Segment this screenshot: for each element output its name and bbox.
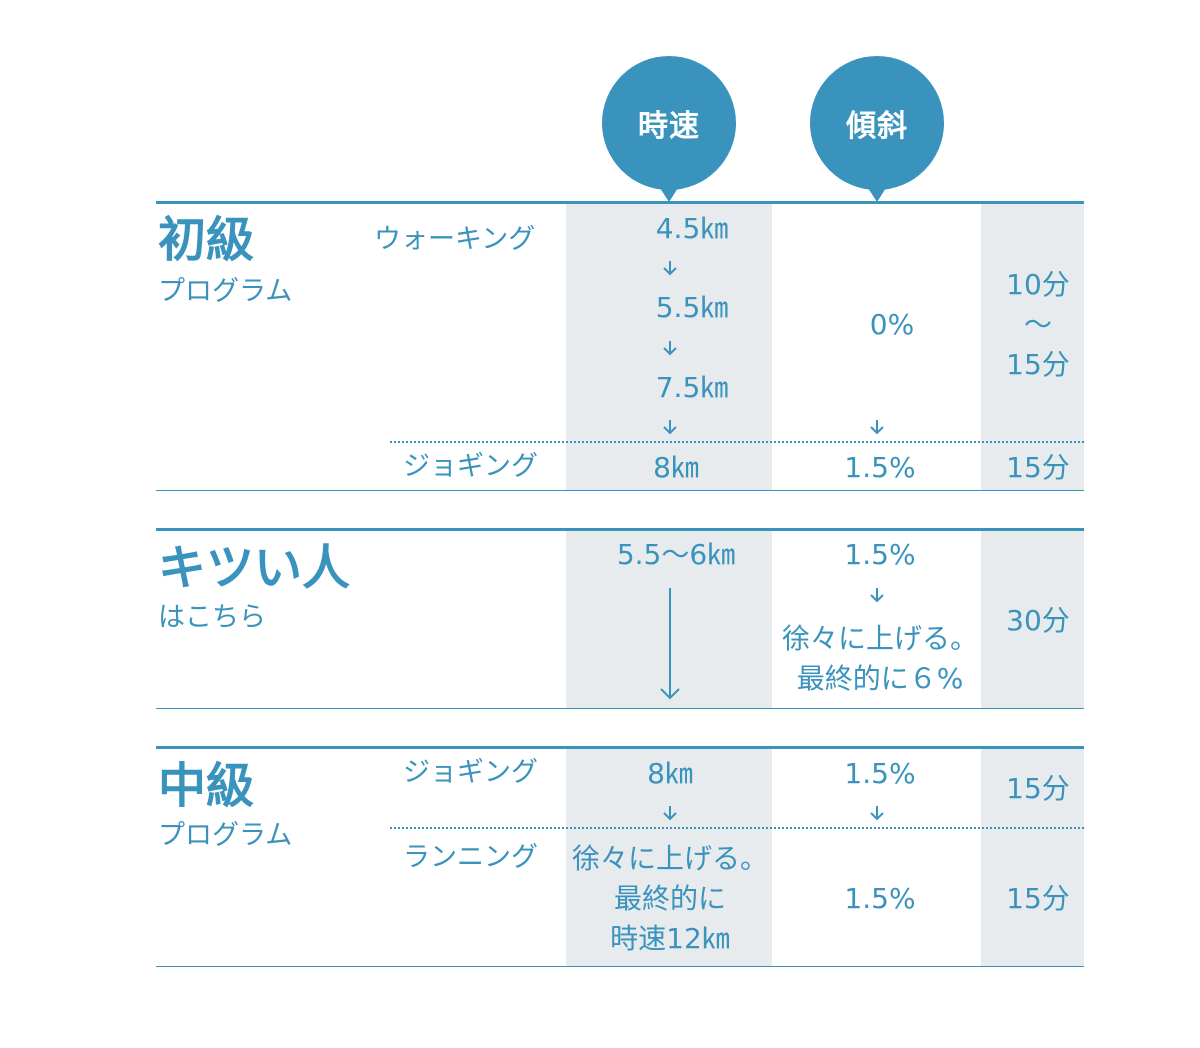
intermediate-jogging-speed: 8㎞ [647, 757, 693, 790]
walking-label: ウォーキング [374, 224, 536, 255]
incline-header-label: 傾斜 [846, 109, 908, 144]
beginner-bottom-rule [156, 490, 1084, 491]
running-time: 15分 [1006, 882, 1070, 915]
walking-time: 10分 〜 15分 [1006, 268, 1070, 381]
hard-time: 30分 [1006, 604, 1070, 637]
bubble-pointer [660, 188, 678, 202]
long-down-arrow-icon [660, 588, 680, 700]
time-column-shade-beginner [981, 204, 1084, 491]
beginner-subtitle: プログラム [158, 276, 293, 307]
walking-incline: 0% [869, 308, 915, 341]
hard-title: キツい人 [158, 540, 351, 596]
beginner-row-divider [390, 441, 1084, 443]
down-arrow-icon [870, 806, 884, 821]
down-arrow-icon [663, 806, 677, 821]
hard-subtitle: はこちら [158, 602, 266, 633]
time-column-shade-intermediate [981, 749, 1084, 967]
beginner-jogging-time: 15分 [1006, 451, 1070, 484]
time-column-shade-hard [981, 531, 1084, 709]
beginner-title: 初級 [158, 212, 255, 268]
down-arrow-icon [663, 420, 677, 435]
beginner-jogging-speed: 8㎞ [653, 451, 699, 484]
hard-incline-start: 1.5% [844, 538, 916, 571]
intermediate-title: 中級 [158, 758, 255, 814]
intermediate-jogging-label: ジョギング [403, 757, 538, 788]
intermediate-top-rule [156, 746, 1084, 749]
beginner-jogging-incline: 1.5% [844, 451, 916, 484]
down-arrow-icon [663, 341, 677, 356]
down-arrow-icon [870, 588, 884, 603]
incline-header-bubble: 傾斜 [810, 56, 944, 202]
hard-bottom-rule [156, 708, 1084, 709]
speed-header-bubble: 時速 [602, 56, 736, 202]
intermediate-jogging-time: 15分 [1006, 772, 1070, 805]
running-incline: 1.5% [844, 882, 916, 915]
intermediate-subtitle: プログラム [158, 820, 293, 851]
beginner-top-rule [156, 201, 1084, 204]
hard-top-rule [156, 528, 1084, 531]
hard-incline-note: 徐々に上げる。 最終的に６% [781, 622, 979, 695]
speed-header-label: 時速 [638, 109, 700, 144]
walking-speed-2: 5.5㎞ [655, 291, 729, 324]
running-label: ランニング [403, 842, 538, 873]
intermediate-row-divider [390, 827, 1084, 829]
speed-column-shade-intermediate [566, 749, 772, 967]
intermediate-bottom-rule [156, 966, 1084, 967]
running-speed: 徐々に上げる。 最終的に 時速12㎞ [571, 842, 769, 955]
beginner-jogging-label: ジョギング [403, 451, 538, 482]
hard-speed: 5.5〜6㎞ [616, 538, 736, 571]
walking-speed-3: 7.5㎞ [655, 371, 729, 404]
down-arrow-icon [870, 420, 884, 435]
walking-speed-1: 4.5㎞ [655, 212, 729, 245]
bubble-pointer [868, 188, 886, 202]
intermediate-jogging-incline: 1.5% [844, 757, 916, 790]
down-arrow-icon [663, 261, 677, 276]
